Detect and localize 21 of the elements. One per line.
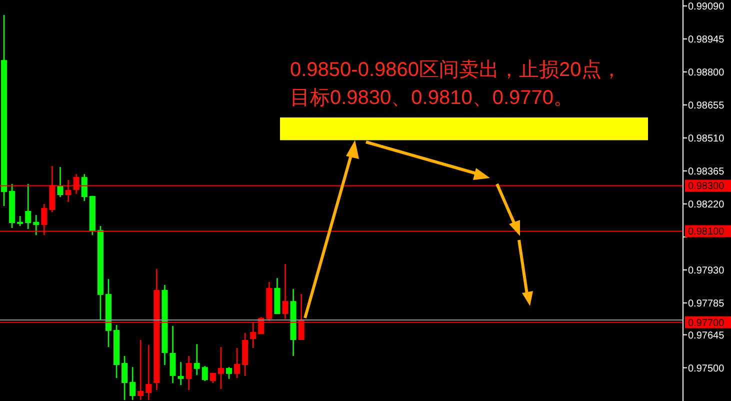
annotation: 目标0.9830、0.9810、0.9770。 [290, 87, 574, 109]
y-tick-label: 0.98800 [688, 67, 725, 78]
y-tick-label: 0.98365 [688, 166, 725, 178]
candlestick [178, 362, 184, 386]
annotation: 0.9850-0.9860区间卖出，止损20点， [290, 59, 622, 81]
y-tick-label: 0.98945 [688, 34, 725, 46]
y-tick-label: 0.98655 [688, 100, 725, 112]
ref-line-label: 0.97700 [688, 318, 725, 329]
ref-line-label: 0.98100 [688, 226, 725, 238]
ref-line-label: 0.98300 [688, 181, 725, 192]
y-tick-label: 0.99090 [688, 1, 725, 12]
candlestick [138, 340, 144, 400]
candlestick [194, 344, 200, 376]
candlestick [146, 345, 152, 400]
y-tick-label: 0.97500 [688, 363, 725, 374]
y-tick-label: 0.97930 [688, 265, 725, 276]
candlestick [33, 215, 40, 236]
y-tick-label: 0.98510 [688, 133, 725, 144]
y-tick-label: 0.97645 [688, 330, 725, 342]
y-tick-label: 0.97785 [688, 298, 725, 310]
y-tick-label: 0.98220 [688, 199, 725, 210]
